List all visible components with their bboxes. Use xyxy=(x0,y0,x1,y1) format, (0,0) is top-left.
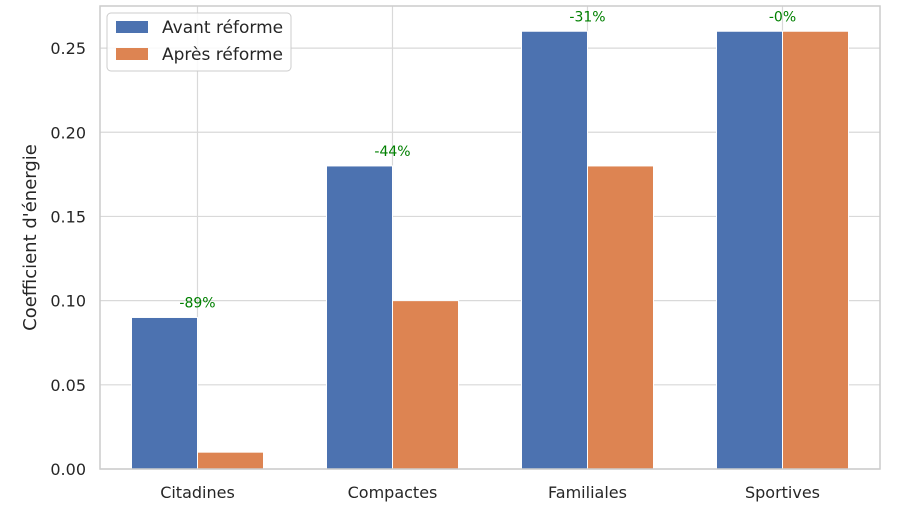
bar-apres xyxy=(587,165,654,470)
y-tick-label: 0.00 xyxy=(50,460,86,479)
bar-annotations: -89% -44% -31% -0% xyxy=(179,9,796,311)
bar-avant xyxy=(521,30,588,470)
y-tick-label: 0.25 xyxy=(50,39,86,58)
plot-frame xyxy=(99,5,881,470)
bar-apres xyxy=(782,30,849,470)
reduction-label: -0% xyxy=(769,9,796,25)
legend-swatch xyxy=(116,21,148,33)
legend-swatch xyxy=(116,48,148,60)
legend-label: Après réforme xyxy=(162,45,283,65)
reduction-label: -31% xyxy=(569,9,605,25)
bar-avant xyxy=(326,165,393,470)
y-tick-label: 0.20 xyxy=(50,123,86,142)
legend-label: Avant réforme xyxy=(162,18,283,38)
y-tick-label: 0.10 xyxy=(50,292,86,311)
bar-apres xyxy=(197,451,264,470)
bar-avant xyxy=(131,316,198,470)
reduction-label: -89% xyxy=(179,295,215,311)
bar-avant xyxy=(716,30,783,470)
x-tick-label: Familiales xyxy=(548,483,627,502)
y-tick-labels: 0.00 0.05 0.10 0.15 0.20 0.25 xyxy=(50,39,86,479)
legend: Avant réforme Après réforme xyxy=(106,12,292,72)
y-tick-label: 0.15 xyxy=(50,207,86,226)
bars xyxy=(131,30,849,470)
y-tick-label: 0.05 xyxy=(50,376,86,395)
reduction-label: -44% xyxy=(374,144,410,160)
legend-box xyxy=(106,12,292,72)
y-axis-label: Coefficient d'énergie xyxy=(20,144,41,331)
bar-apres xyxy=(392,300,459,470)
x-tick-label: Compactes xyxy=(348,483,438,502)
x-tick-labels: Citadines Compactes Familiales Sportives xyxy=(160,483,820,502)
x-tick-label: Sportives xyxy=(745,483,820,502)
x-tick-label: Citadines xyxy=(160,483,235,502)
